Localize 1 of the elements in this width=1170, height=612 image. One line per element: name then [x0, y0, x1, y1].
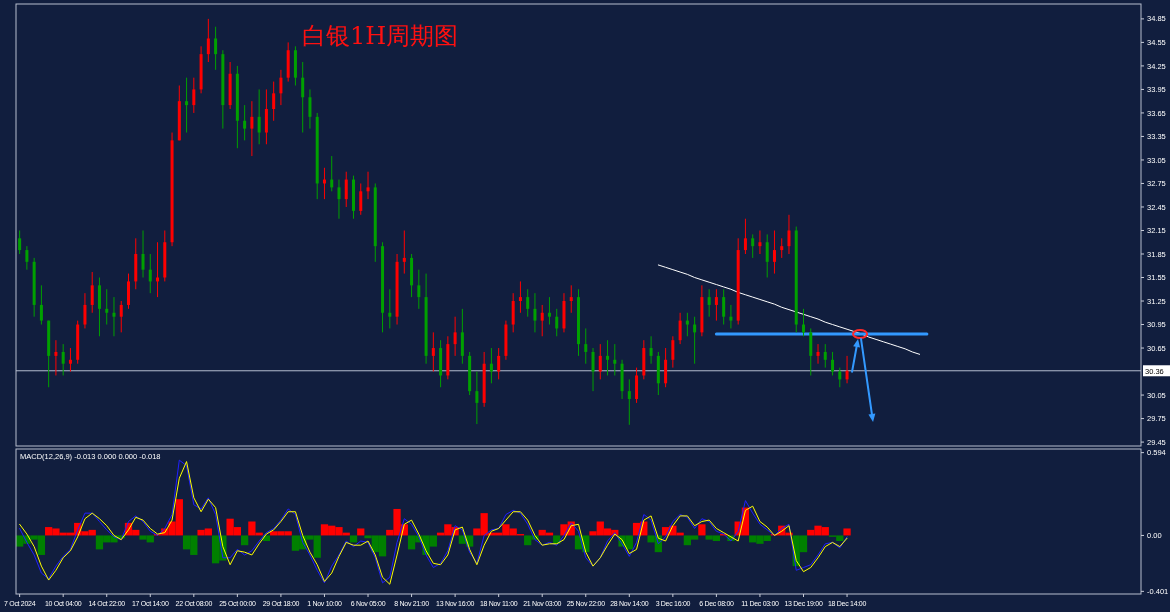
text: 白银1H周期图: [302, 22, 459, 50]
